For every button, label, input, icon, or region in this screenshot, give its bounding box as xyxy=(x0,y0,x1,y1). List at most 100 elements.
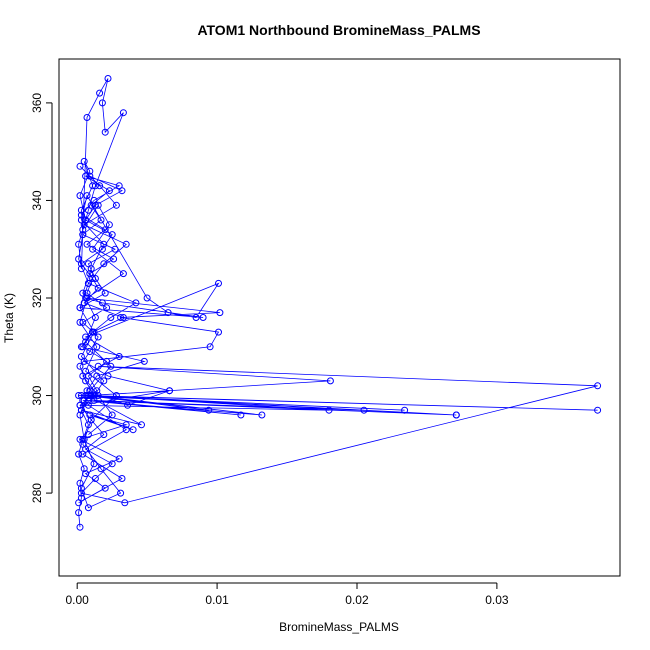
data-point xyxy=(83,240,91,248)
data-point xyxy=(91,275,99,282)
data-point xyxy=(84,206,92,214)
data-point xyxy=(79,226,87,234)
data-point xyxy=(79,372,87,380)
y-tick-label: 360 xyxy=(30,93,44,113)
data-point xyxy=(258,411,266,419)
data-point xyxy=(325,406,333,414)
data-point xyxy=(360,406,368,414)
data-point xyxy=(107,314,115,321)
data-point xyxy=(98,99,106,107)
y-tick-label: 300 xyxy=(30,385,44,405)
data-point xyxy=(119,314,127,321)
x-axis-label: BromineMass_PALMS xyxy=(279,620,399,634)
data-point xyxy=(121,499,129,507)
data-point xyxy=(401,406,409,414)
data-point xyxy=(86,167,94,175)
plot-frame xyxy=(58,58,621,577)
data-point xyxy=(93,343,101,351)
data-point xyxy=(164,309,172,317)
data-point xyxy=(98,299,106,307)
data-point xyxy=(118,475,126,482)
data-point xyxy=(100,431,108,439)
data-point xyxy=(110,255,118,263)
data-point xyxy=(112,201,120,209)
data-point xyxy=(122,426,130,434)
data-point xyxy=(90,328,98,336)
data-point xyxy=(105,187,113,195)
data-point xyxy=(122,421,130,429)
data-point xyxy=(79,231,87,239)
data-point xyxy=(101,128,109,136)
data-point xyxy=(82,216,90,224)
data-point xyxy=(84,279,92,287)
data-point xyxy=(82,470,90,478)
data-point xyxy=(104,75,112,82)
data-point xyxy=(91,314,99,321)
data-point xyxy=(86,172,94,180)
data-point xyxy=(87,416,95,424)
data-point xyxy=(75,509,83,517)
data-point xyxy=(75,450,83,458)
data-point xyxy=(89,182,97,190)
data-point xyxy=(84,431,92,439)
y-axis: 280 300 320 340 360 xyxy=(30,93,53,503)
data-point xyxy=(77,206,85,214)
data-point xyxy=(76,192,84,200)
y-tick-label: 340 xyxy=(30,190,44,210)
x-tick-label: 0.00 xyxy=(66,593,90,607)
data-point xyxy=(100,240,108,248)
data-point xyxy=(93,387,101,395)
data-point xyxy=(94,201,102,209)
x-tick-label: 0.03 xyxy=(485,593,509,607)
y-tick-label: 320 xyxy=(30,288,44,308)
data-point xyxy=(122,240,130,248)
data-point xyxy=(101,289,109,297)
data-point xyxy=(83,114,91,121)
data-point xyxy=(205,406,213,414)
data-point xyxy=(105,221,113,229)
data-point xyxy=(166,387,173,395)
data-point xyxy=(79,289,87,297)
data-point xyxy=(237,411,245,419)
data-point xyxy=(84,401,92,409)
data-point xyxy=(77,211,85,219)
data-point xyxy=(119,270,127,278)
data-point xyxy=(96,89,104,97)
data-point xyxy=(199,314,207,321)
data-point xyxy=(90,460,98,468)
data-point xyxy=(94,392,102,399)
y-axis-label: Theta (K) xyxy=(2,293,16,343)
x-tick-label: 0.02 xyxy=(345,593,369,607)
data-point xyxy=(115,182,123,190)
data-point xyxy=(452,411,460,419)
data-point xyxy=(75,240,83,248)
data-point xyxy=(91,475,99,482)
data-point xyxy=(96,182,104,190)
data-point xyxy=(100,377,108,385)
data-point xyxy=(326,377,334,385)
data-point xyxy=(107,362,115,370)
data-point xyxy=(79,318,87,326)
data-point xyxy=(108,231,116,239)
data-series xyxy=(75,75,602,531)
data-point xyxy=(83,289,91,297)
data-point xyxy=(86,348,94,356)
data-point xyxy=(90,196,98,204)
data-point xyxy=(83,294,91,302)
data-point xyxy=(129,426,137,434)
x-tick-label: 0.01 xyxy=(205,593,229,607)
data-point xyxy=(103,304,111,312)
data-point xyxy=(91,182,99,190)
data-point xyxy=(86,387,94,395)
data-point xyxy=(89,245,97,253)
data-point xyxy=(108,411,116,419)
data-point xyxy=(75,392,83,399)
data-point xyxy=(76,162,84,170)
data-point xyxy=(77,406,85,414)
data-point xyxy=(76,479,84,487)
data-point xyxy=(111,245,119,253)
data-point xyxy=(117,314,125,321)
data-point xyxy=(143,294,151,302)
data-point xyxy=(97,216,105,224)
